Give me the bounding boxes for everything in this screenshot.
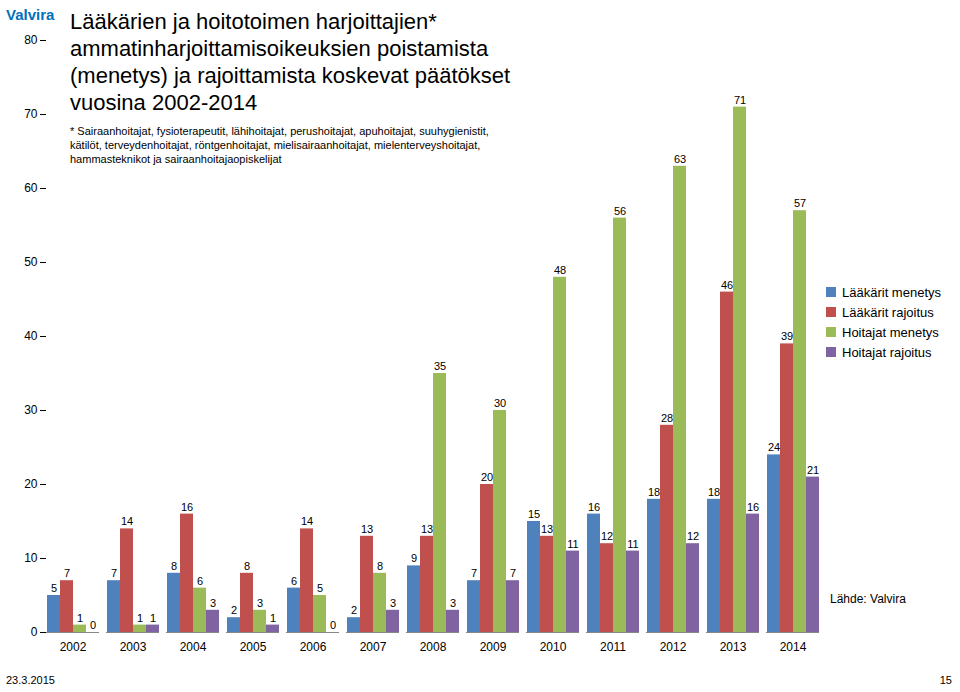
svg-text:8: 8 <box>244 560 250 572</box>
svg-text:0: 0 <box>330 619 336 631</box>
html-text:Lääkärit menetys: Lääkärit menetys <box>842 284 941 300</box>
svg-text:11: 11 <box>567 538 578 550</box>
svg-text:2004: 2004 <box>180 640 207 654</box>
svg-text:0: 0 <box>90 619 96 631</box>
svg-text:2014: 2014 <box>780 640 807 654</box>
html-text:Lääkärien ja hoitotoimen harjo: Lääkärien ja hoitotoimen harjoittajien* … <box>70 9 511 115</box>
svg-text:2013: 2013 <box>720 640 747 654</box>
svg-text:30: 30 <box>494 397 506 409</box>
svg-text:2009: 2009 <box>480 640 507 654</box>
svg-text:57: 57 <box>794 197 806 209</box>
html-text:Valvira: Valvira <box>6 6 55 23</box>
svg-text:46: 46 <box>721 279 733 291</box>
svg-text:5: 5 <box>51 582 57 594</box>
svg-text:3: 3 <box>450 597 456 609</box>
svg-text:16: 16 <box>747 501 759 513</box>
html-text:Lääkärit rajoitus: Lääkärit rajoitus <box>842 304 934 320</box>
svg-text:71: 71 <box>734 94 746 106</box>
svg-text:2007: 2007 <box>360 640 387 654</box>
svg-text:7: 7 <box>510 567 516 579</box>
svg-text:11: 11 <box>627 538 638 550</box>
svg-text:3: 3 <box>257 597 263 609</box>
svg-text:2011: 2011 <box>600 640 626 654</box>
svg-text:15: 15 <box>528 508 540 520</box>
svg-text:2: 2 <box>231 604 237 616</box>
svg-text:63: 63 <box>674 153 686 165</box>
svg-text:1: 1 <box>137 612 143 624</box>
svg-text:2008: 2008 <box>420 640 447 654</box>
svg-text:14: 14 <box>121 515 133 527</box>
svg-text:2010: 2010 <box>540 640 567 654</box>
svg-text:2002: 2002 <box>60 640 87 654</box>
svg-text:12: 12 <box>687 530 699 542</box>
svg-text:56: 56 <box>614 205 626 217</box>
svg-text:20: 20 <box>481 471 493 483</box>
svg-text:70: 70 <box>24 107 38 121</box>
svg-text:1: 1 <box>270 612 276 624</box>
svg-text:3: 3 <box>210 597 216 609</box>
svg-text:10: 10 <box>24 551 38 565</box>
svg-text:13: 13 <box>421 523 433 535</box>
svg-text:35: 35 <box>434 360 446 372</box>
svg-text:40: 40 <box>24 329 38 343</box>
svg-text:2: 2 <box>351 604 357 616</box>
svg-text:7: 7 <box>64 567 70 579</box>
svg-text:1: 1 <box>150 612 156 624</box>
svg-text:7: 7 <box>471 567 477 579</box>
html-text:15: 15 <box>939 674 952 686</box>
svg-text:80: 80 <box>24 33 38 47</box>
svg-text:3: 3 <box>390 597 396 609</box>
svg-text:13: 13 <box>361 523 373 535</box>
html-text:Lähde: Valvira: Lähde: Valvira <box>830 592 906 606</box>
svg-text:8: 8 <box>171 560 177 572</box>
svg-text:24: 24 <box>768 441 780 453</box>
svg-text:6: 6 <box>291 575 297 587</box>
html-text:* Sairaanhoitajat, fysioterape: * Sairaanhoitajat, fysioterapeutit, lähi… <box>70 125 489 165</box>
svg-text:20: 20 <box>24 477 38 491</box>
svg-text:6: 6 <box>197 575 203 587</box>
svg-text:16: 16 <box>181 501 193 513</box>
svg-text:18: 18 <box>648 486 660 498</box>
svg-text:0: 0 <box>31 625 38 639</box>
svg-text:60: 60 <box>24 181 38 195</box>
svg-text:8: 8 <box>377 560 383 572</box>
svg-text:2005: 2005 <box>240 640 267 654</box>
svg-text:18: 18 <box>708 486 720 498</box>
svg-text:14: 14 <box>301 515 313 527</box>
svg-text:2003: 2003 <box>120 640 147 654</box>
svg-text:1: 1 <box>77 612 83 624</box>
html-text:Hoitajat menetys: Hoitajat menetys <box>842 324 939 340</box>
svg-text:21: 21 <box>807 464 819 476</box>
html-text:Hoitajat rajoitus: Hoitajat rajoitus <box>842 344 932 360</box>
svg-text:28: 28 <box>661 412 673 424</box>
svg-text:16: 16 <box>588 501 600 513</box>
svg-text:13: 13 <box>541 523 553 535</box>
svg-text:7: 7 <box>111 567 117 579</box>
svg-text:39: 39 <box>781 330 793 342</box>
svg-text:50: 50 <box>24 255 38 269</box>
svg-text:9: 9 <box>411 552 417 564</box>
svg-text:48: 48 <box>554 264 566 276</box>
svg-text:30: 30 <box>24 403 38 417</box>
svg-text:2012: 2012 <box>660 640 687 654</box>
svg-text:12: 12 <box>601 530 613 542</box>
html-text:23.3.2015: 23.3.2015 <box>6 674 55 686</box>
svg-text:2006: 2006 <box>300 640 327 654</box>
svg-text:5: 5 <box>317 582 323 594</box>
